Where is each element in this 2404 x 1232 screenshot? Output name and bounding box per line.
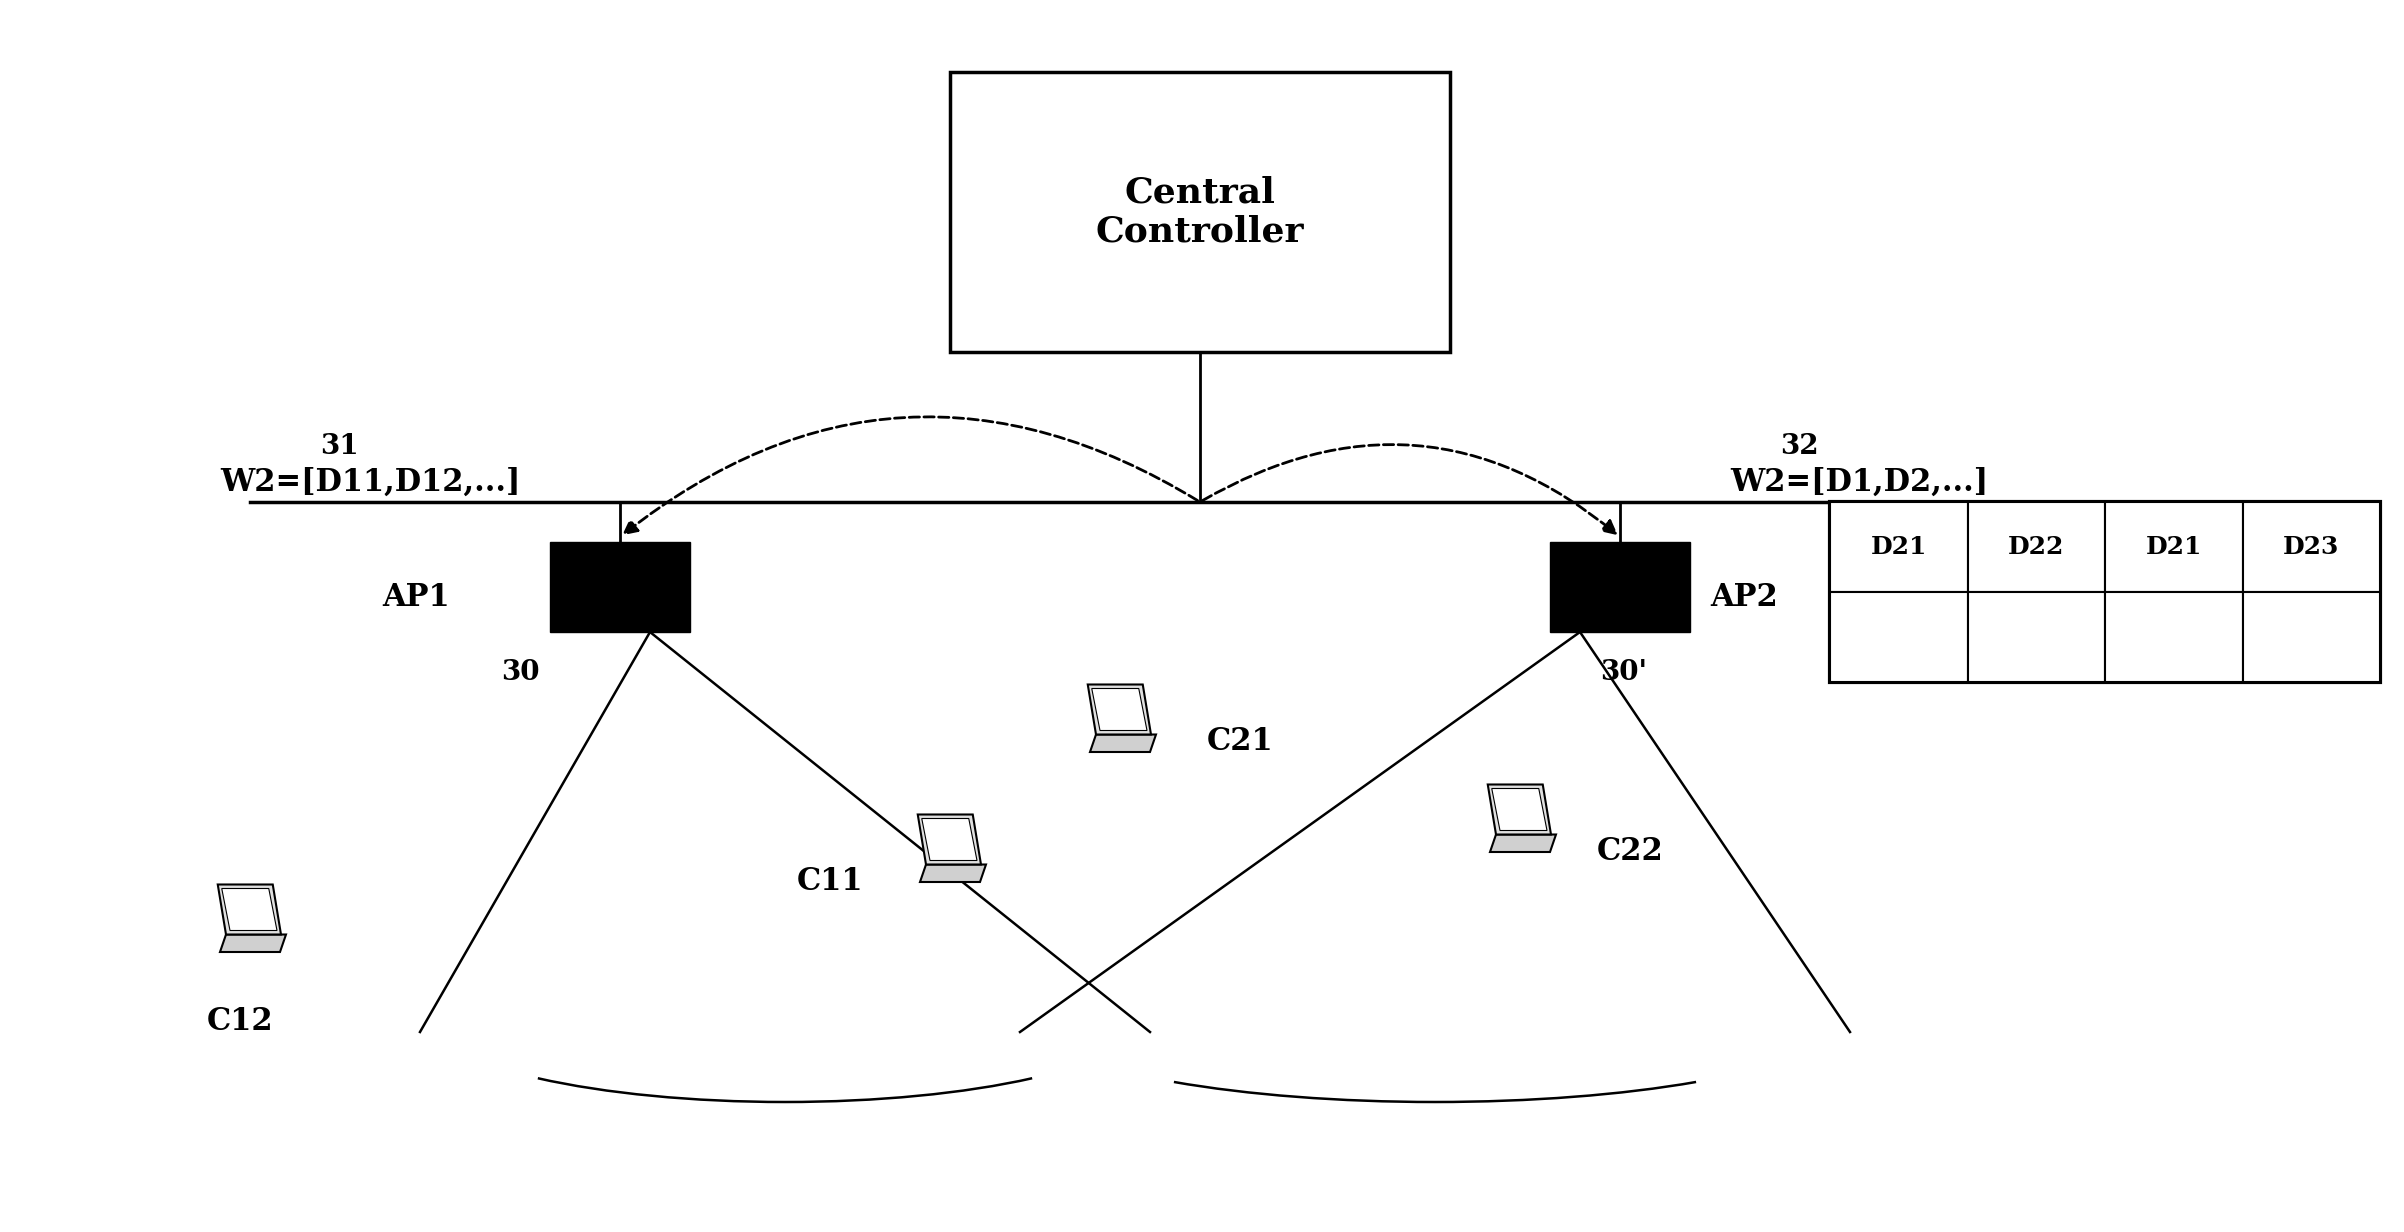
FancyArrowPatch shape	[1202, 445, 1615, 533]
Bar	[2243, 501, 2380, 593]
Text: C22: C22	[1596, 837, 1664, 867]
Polygon shape	[219, 885, 281, 935]
Text: 30': 30'	[1601, 658, 1647, 685]
Text: W2=[D1,D2,...]: W2=[D1,D2,...]	[1731, 467, 1988, 498]
Bar	[551, 542, 690, 632]
Bar	[1966, 593, 2106, 683]
Text: W2=[D11,D12,...]: W2=[D11,D12,...]	[221, 467, 522, 498]
Polygon shape	[1488, 785, 1551, 834]
Polygon shape	[221, 888, 276, 930]
FancyArrowPatch shape	[625, 416, 1197, 533]
FancyBboxPatch shape	[950, 71, 1450, 352]
Text: 32: 32	[1779, 434, 1817, 461]
Polygon shape	[921, 818, 976, 860]
Bar	[1829, 501, 1966, 593]
Bar	[2106, 593, 2243, 683]
Text: C12: C12	[207, 1007, 274, 1037]
Text: C21: C21	[1207, 727, 1274, 758]
Text: 31: 31	[320, 434, 358, 461]
Text: AP1: AP1	[382, 582, 450, 612]
Polygon shape	[1087, 685, 1152, 734]
Polygon shape	[1490, 834, 1555, 853]
Bar	[1829, 501, 2380, 683]
Polygon shape	[1493, 788, 1548, 830]
Bar	[2106, 501, 2243, 593]
Polygon shape	[1089, 734, 1156, 752]
Polygon shape	[918, 814, 981, 865]
Text: Central
Controller: Central Controller	[1096, 175, 1305, 249]
Text: AP2: AP2	[1709, 582, 1777, 612]
Bar	[2243, 593, 2380, 683]
Text: 30: 30	[500, 658, 538, 685]
Text: D22: D22	[2007, 535, 2065, 559]
Text: D23: D23	[2284, 535, 2339, 559]
Text: C11: C11	[796, 866, 863, 897]
Bar	[1551, 542, 1690, 632]
Polygon shape	[921, 865, 986, 882]
Text: D21: D21	[1870, 535, 1928, 559]
Bar	[1966, 501, 2106, 593]
Polygon shape	[1091, 689, 1147, 731]
Polygon shape	[221, 935, 286, 952]
Text: D21: D21	[2144, 535, 2202, 559]
Bar	[1829, 593, 1966, 683]
